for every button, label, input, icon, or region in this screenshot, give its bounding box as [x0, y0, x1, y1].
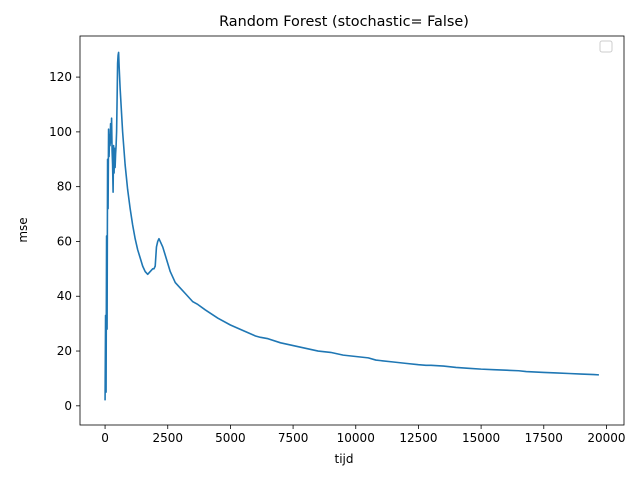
y-tick-label: 20	[57, 344, 72, 358]
x-axis-label: tijd	[335, 452, 354, 466]
x-tick-label: 2500	[152, 431, 183, 445]
y-tick-label: 60	[57, 234, 72, 248]
x-tick-label: 0	[101, 431, 109, 445]
y-tick-label: 40	[57, 289, 72, 303]
y-axis-ticks: 0 20 40 60 80 100 120	[49, 70, 80, 413]
y-axis-label: mse	[16, 217, 30, 242]
legend-box	[599, 40, 613, 53]
y-tick-label: 120	[49, 70, 72, 84]
y-tick-label: 80	[57, 180, 72, 194]
x-axis-ticks: 0 2500 5000 7500 10000 12500 15000 17500 20000	[101, 425, 626, 445]
x-tick-label: 17500	[525, 431, 563, 445]
series-line-0	[104, 51, 599, 401]
axes-frame	[79, 35, 625, 426]
x-tick-label: 5000	[215, 431, 246, 445]
x-tick-label: 10000	[337, 431, 375, 445]
y-tick-label: 100	[49, 125, 72, 139]
chart-title: Random Forest (stochastic= False)	[219, 14, 469, 30]
x-tick-label: 20000	[587, 431, 625, 445]
x-tick-label: 15000	[462, 431, 500, 445]
x-tick-label: 12500	[399, 431, 437, 445]
x-tick-label: 7500	[278, 431, 309, 445]
y-tick-label: 0	[64, 399, 72, 413]
plot-area	[79, 35, 625, 426]
